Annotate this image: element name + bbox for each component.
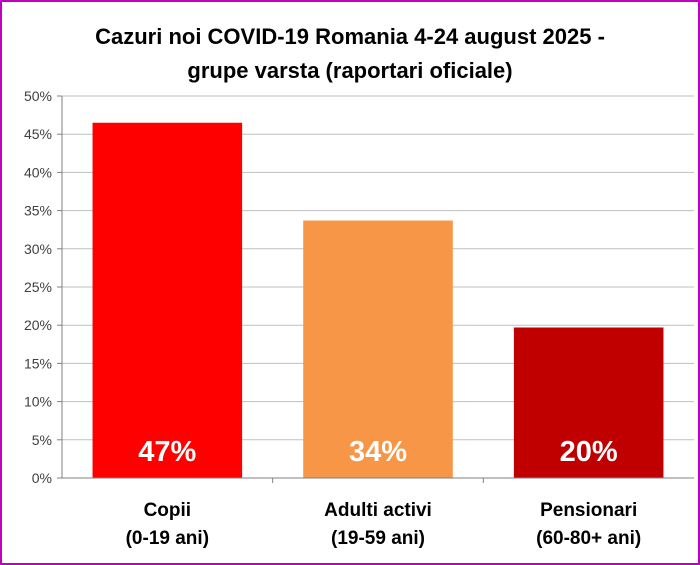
y-tick-label: 40% xyxy=(24,164,52,180)
y-tick-label: 45% xyxy=(24,126,52,142)
x-category-label: Copii xyxy=(144,500,192,521)
bars xyxy=(92,122,664,479)
y-tick-label: 35% xyxy=(24,203,52,219)
x-category-label: (60-80+ ani) xyxy=(536,528,641,549)
x-category-label: (0-19 ani) xyxy=(126,528,209,549)
y-tick-label: 15% xyxy=(24,355,52,371)
x-category-label: Pensionari xyxy=(540,500,637,521)
y-tick-label: 25% xyxy=(24,279,52,295)
labels: 0% 5% 10% 15% 20% 25% 30% 35% 40% 45% 50% 47% Copii (… xyxy=(24,88,641,549)
y-tick-label: 20% xyxy=(24,317,52,333)
y-tick-label: 30% xyxy=(24,241,52,257)
bar xyxy=(92,122,243,479)
bar xyxy=(513,327,664,478)
x-category-label: (19-59 ani) xyxy=(331,528,425,549)
y-tick-label: 5% xyxy=(32,432,52,448)
data-label: 34% xyxy=(349,436,407,468)
y-tick-label: 50% xyxy=(24,88,52,104)
chart-title-line-1: Cazuri noi COVID-19 Romania 4-24 august … xyxy=(95,24,605,49)
x-category-label: Adulti activi xyxy=(324,500,432,521)
data-label: 20% xyxy=(560,436,618,468)
axes xyxy=(57,95,694,483)
y-tick-label: 10% xyxy=(24,394,52,410)
chart-title-line-2: grupe varsta (raportari oficiale) xyxy=(187,58,512,83)
bar xyxy=(303,220,453,479)
data-label: 47% xyxy=(138,436,196,468)
y-tick-label: 0% xyxy=(32,470,52,486)
